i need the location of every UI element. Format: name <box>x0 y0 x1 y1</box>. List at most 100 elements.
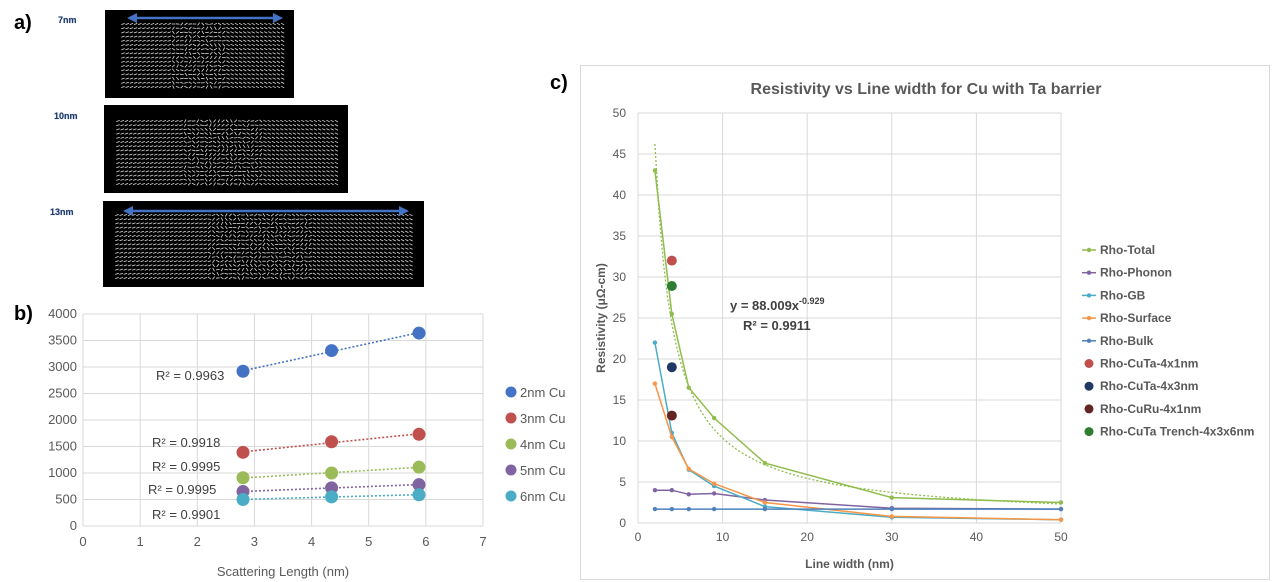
atom <box>259 161 263 165</box>
atom <box>291 230 296 233</box>
atom <box>207 230 212 234</box>
atom <box>197 43 201 47</box>
atom <box>309 174 313 177</box>
y-tick-label: 20 <box>613 352 627 366</box>
atom <box>325 272 329 275</box>
atom <box>292 166 297 169</box>
atom <box>191 166 196 168</box>
atom <box>133 31 138 34</box>
atom <box>146 52 151 55</box>
atom <box>120 132 125 135</box>
atom <box>287 276 291 280</box>
atom <box>288 128 292 131</box>
atom <box>141 170 146 173</box>
atom <box>169 260 174 263</box>
atom <box>166 178 171 181</box>
atom <box>161 264 166 267</box>
atom <box>199 230 203 233</box>
atom <box>259 182 263 186</box>
atom <box>187 136 191 140</box>
atom <box>375 226 380 229</box>
atom <box>190 264 195 267</box>
atom <box>203 222 208 225</box>
atom <box>305 145 309 148</box>
atom <box>146 48 151 51</box>
atom <box>237 213 241 217</box>
atom <box>363 272 367 275</box>
atom <box>230 27 234 30</box>
atom <box>141 136 146 139</box>
atom <box>154 77 159 80</box>
atom <box>337 234 342 238</box>
atom <box>263 178 267 181</box>
atom <box>271 221 274 226</box>
atom <box>262 238 266 242</box>
atom <box>190 235 195 237</box>
atom <box>146 31 151 34</box>
atom <box>333 213 338 217</box>
atom <box>279 234 283 238</box>
atom <box>304 267 308 272</box>
atom <box>125 77 130 80</box>
atom <box>226 35 230 38</box>
atom <box>213 77 217 81</box>
legend-label: Rho-Phonon <box>1100 266 1172 280</box>
atom <box>162 162 167 164</box>
atom <box>288 170 292 173</box>
atom <box>131 247 136 250</box>
atom <box>170 145 175 148</box>
atom <box>267 145 271 148</box>
series-rho-bulk <box>652 506 1064 512</box>
atom <box>268 73 272 76</box>
atom <box>346 239 350 242</box>
atom <box>171 60 175 64</box>
atom <box>242 152 246 157</box>
atom <box>137 157 141 160</box>
atom <box>283 217 287 221</box>
atom <box>275 166 280 169</box>
atom <box>234 60 239 63</box>
atom <box>179 81 184 84</box>
atom <box>212 242 216 246</box>
atom <box>190 251 195 254</box>
atom <box>217 22 222 26</box>
atom <box>203 256 208 258</box>
atom <box>167 52 172 55</box>
legend-marker <box>1086 293 1092 298</box>
atom <box>192 48 197 51</box>
data-point <box>325 466 339 480</box>
atom <box>190 214 195 216</box>
atom <box>237 268 241 272</box>
atom <box>400 268 405 271</box>
atom <box>237 141 242 143</box>
atom <box>234 56 239 59</box>
atom <box>224 247 228 250</box>
atom <box>333 218 338 221</box>
atom <box>346 247 350 250</box>
atom <box>325 226 329 229</box>
atom <box>322 145 326 148</box>
atom <box>232 239 237 242</box>
atom <box>267 157 271 160</box>
atom <box>270 276 275 280</box>
atom <box>316 260 321 263</box>
atom <box>149 136 154 139</box>
atom <box>226 27 230 30</box>
atom <box>163 77 167 80</box>
atom <box>333 272 338 275</box>
atom <box>263 166 267 169</box>
atom <box>217 153 221 157</box>
atom <box>392 230 396 233</box>
y-tick-label: 1500 <box>48 439 77 454</box>
atom <box>142 69 146 72</box>
atom <box>363 255 367 259</box>
atom <box>280 35 285 38</box>
atom <box>230 152 233 157</box>
data-point <box>652 381 658 386</box>
atom <box>317 174 322 177</box>
atom <box>246 132 250 135</box>
atom <box>137 31 142 34</box>
atom <box>350 260 354 263</box>
x-tick-label: 5 <box>365 534 372 549</box>
atom <box>209 165 212 169</box>
